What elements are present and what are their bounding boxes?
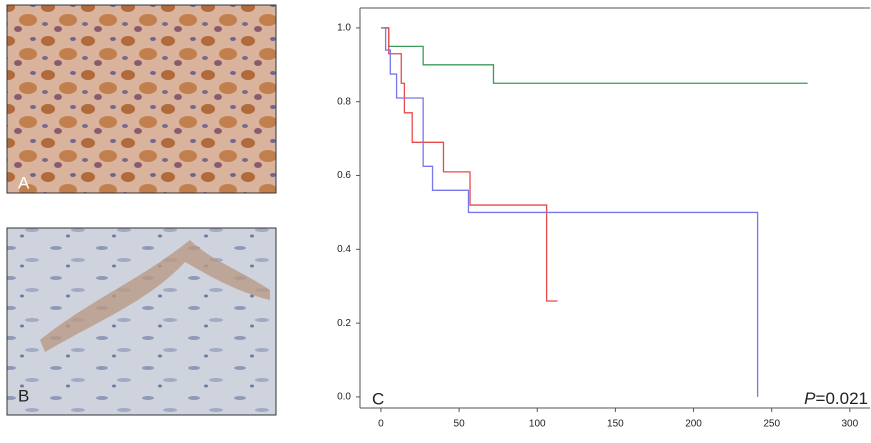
y-tick-label: 0.0 — [337, 392, 351, 403]
p-text: =0.021 — [816, 389, 868, 408]
p-symbol: P — [804, 389, 816, 408]
y-tick-label: 0.6 — [337, 170, 351, 181]
x-tick-label: 300 — [841, 419, 858, 430]
tissue-region — [40, 240, 270, 352]
y-tick-label: 0.2 — [337, 318, 351, 329]
x-tick-label: 250 — [763, 419, 780, 430]
survival-curve — [380, 27, 808, 84]
y-tick-label: 0.4 — [337, 244, 351, 255]
y-tick-label: 1.0 — [337, 23, 351, 34]
x-tick-label: 200 — [685, 419, 702, 430]
x-tick-label: 0 — [378, 419, 384, 430]
y-tick-label: 0.8 — [337, 96, 351, 107]
x-tick-label: 150 — [607, 419, 624, 430]
panel-label: A — [18, 173, 30, 192]
survival-curve — [384, 27, 759, 397]
image-a — [6, 4, 277, 194]
p-value: P=0.021 — [804, 389, 868, 408]
panel-label: C — [372, 389, 384, 408]
image-b — [6, 227, 277, 416]
survival-curve — [384, 27, 558, 302]
panel-label: B — [18, 386, 29, 405]
x-tick-label: 50 — [454, 419, 466, 430]
x-tick-label: 100 — [529, 419, 546, 430]
